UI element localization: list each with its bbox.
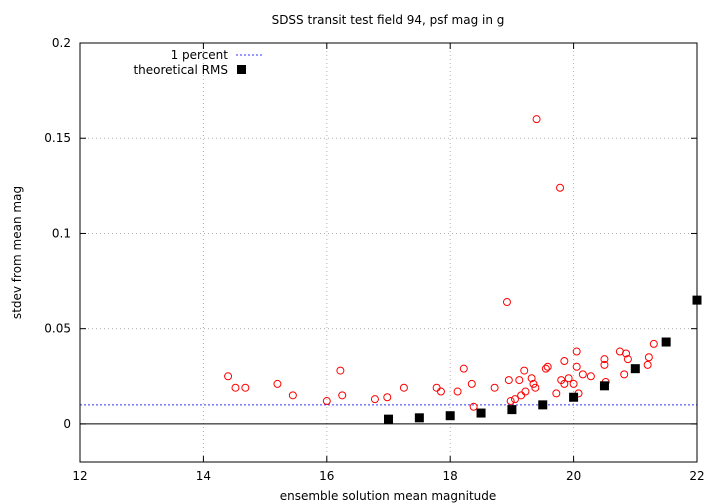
y-axis-label: stdev from mean mag <box>10 186 24 319</box>
measured-point <box>531 383 540 392</box>
measured-point <box>643 360 652 369</box>
measured-point <box>569 379 578 388</box>
plot-frame <box>79 42 698 463</box>
measured-point <box>322 397 331 406</box>
x-tick-label: 12 <box>72 469 87 483</box>
theoretical-rms-point <box>569 392 579 402</box>
measured-point <box>527 374 536 383</box>
measured-point <box>399 383 408 392</box>
measured-point <box>231 383 240 392</box>
y-tick-label: 0 <box>63 417 71 431</box>
measured-point <box>469 402 478 411</box>
theoretical-rms-point <box>630 364 640 374</box>
measured-point <box>560 379 569 388</box>
measured-point <box>453 387 462 396</box>
measured-point <box>517 391 526 400</box>
measured-point <box>572 362 581 371</box>
measured-point <box>432 383 441 392</box>
measured-point <box>383 393 392 402</box>
measured-point <box>273 379 282 388</box>
measured-point <box>644 353 653 362</box>
measured-point <box>623 355 632 364</box>
x-axis-label: ensemble solution mean magnitude <box>280 489 497 503</box>
measured-point <box>338 391 347 400</box>
measured-point <box>288 391 297 400</box>
theoretical-rms-point <box>414 413 424 423</box>
theoretical-rms-point <box>692 295 702 305</box>
theoretical-rms-point <box>599 381 609 391</box>
y-tick-label: 0.15 <box>44 131 71 145</box>
measured-point <box>541 364 550 373</box>
grid <box>80 43 697 462</box>
measured-point <box>620 370 629 379</box>
theoretical-rms-point <box>507 405 517 415</box>
data-points <box>224 115 702 424</box>
x-tick-label: 22 <box>689 469 704 483</box>
measured-point <box>515 376 524 385</box>
measured-point <box>459 364 468 373</box>
measured-point <box>586 372 595 381</box>
measured-point <box>504 376 513 385</box>
measured-point <box>490 383 499 392</box>
measured-point <box>622 349 631 358</box>
legend: 1 percent theoretical RMS <box>133 48 262 77</box>
measured-point <box>649 339 658 348</box>
y-tick-label: 0.2 <box>52 36 71 50</box>
theoretical-rms-point <box>476 408 486 418</box>
measured-point <box>224 372 233 381</box>
measured-point <box>556 183 565 192</box>
chart-title: SDSS transit test field 94, psf mag in g <box>272 13 505 27</box>
measured-point <box>506 397 515 406</box>
legend-label-1-percent: 1 percent <box>171 48 229 62</box>
theoretical-rms-point <box>538 400 548 410</box>
measured-point <box>436 387 445 396</box>
measured-point <box>521 387 530 396</box>
theoretical-rms-point <box>384 414 393 424</box>
y-tick-label: 0.05 <box>44 322 71 336</box>
axis-ticks: 12 14 16 18 20 22 0 0.05 0.1 0.15 0.2 <box>44 36 704 483</box>
measured-point <box>241 383 250 392</box>
x-tick-label: 20 <box>566 469 581 483</box>
legend-label-theoretical-rms: theoretical RMS <box>133 63 228 77</box>
x-tick-label: 18 <box>443 469 458 483</box>
measured-point <box>336 366 345 375</box>
measured-point <box>532 115 541 124</box>
measured-point <box>552 389 561 398</box>
x-tick-label: 16 <box>319 469 334 483</box>
theoretical-rms-point <box>445 411 455 421</box>
y-tick-label: 0.1 <box>52 226 71 240</box>
measured-point <box>467 379 476 388</box>
measured-point <box>520 366 529 375</box>
measured-point <box>600 355 609 364</box>
legend-sample-theoretical-rms <box>237 65 246 74</box>
measured-point <box>560 357 569 366</box>
theoretical-rms-point <box>661 337 671 347</box>
measured-point <box>564 374 573 383</box>
x-tick-label: 14 <box>196 469 211 483</box>
measured-point <box>543 362 552 371</box>
measured-point <box>510 395 519 404</box>
measured-point <box>578 370 587 379</box>
measured-point <box>600 360 609 369</box>
measured-point <box>370 395 379 404</box>
measured-point <box>502 298 511 307</box>
measured-point <box>572 347 581 356</box>
measured-point <box>529 379 538 388</box>
